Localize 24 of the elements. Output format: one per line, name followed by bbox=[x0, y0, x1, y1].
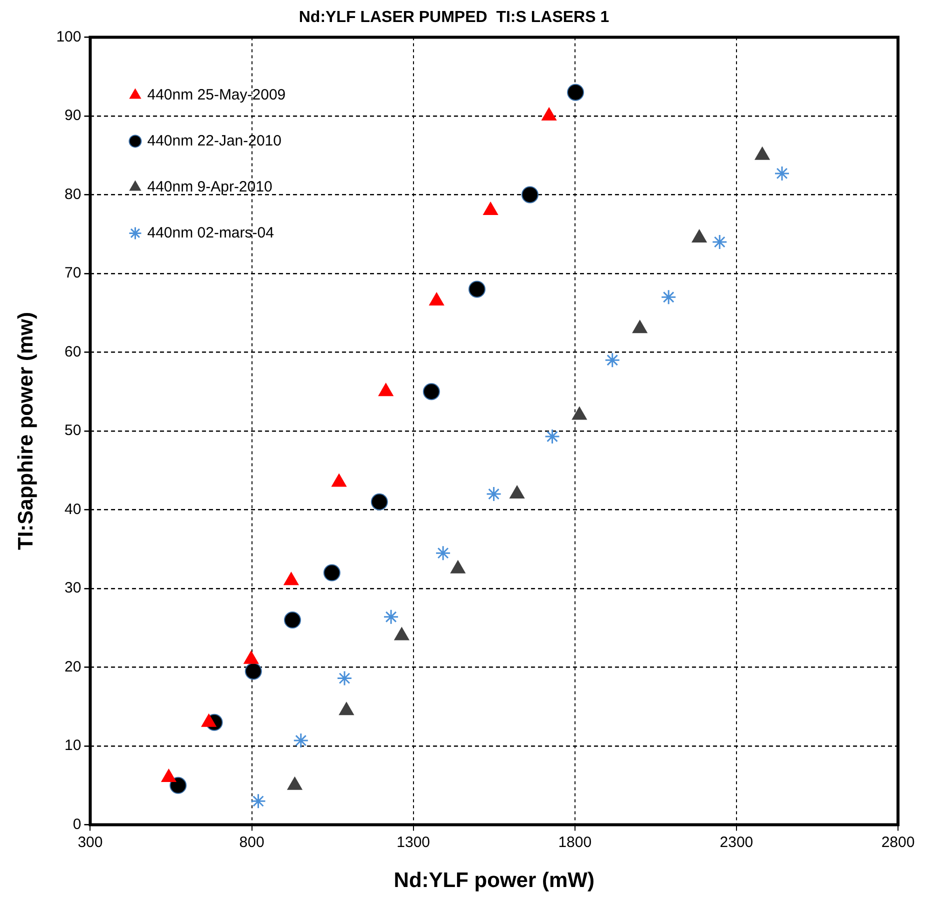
y-tick-label: 70 bbox=[64, 264, 82, 282]
y-tick-label: 50 bbox=[64, 422, 82, 440]
legend-label: 440nm 25-May-2009 bbox=[147, 86, 286, 104]
y-tick-label: 10 bbox=[64, 737, 82, 754]
x-tick-label: 2800 bbox=[881, 834, 915, 851]
y-tick-label: 0 bbox=[72, 816, 82, 833]
legend-label: 440nm 22-Jan-2010 bbox=[147, 132, 282, 150]
y-tick-label: 20 bbox=[64, 658, 82, 676]
x-tick-label: 1300 bbox=[396, 834, 430, 851]
y-axis-title: TI:Sapphire power (mw) bbox=[14, 312, 38, 550]
y-tick-label: 40 bbox=[64, 500, 82, 518]
x-tick-label: 800 bbox=[239, 834, 264, 851]
chart-title: Nd:YLF LASER PUMPED TI:S LASERS 1 bbox=[298, 9, 610, 26]
x-tick-label: 300 bbox=[78, 834, 103, 851]
x-axis-title: Nd:YLF power (mW) bbox=[394, 869, 594, 892]
x-tick-label: 2300 bbox=[720, 834, 754, 851]
y-tick-label: 90 bbox=[64, 107, 82, 124]
x-tick-label: 1800 bbox=[558, 834, 592, 851]
legend-label: 440nm 02-mars-04 bbox=[147, 224, 274, 242]
y-tick-label: 100 bbox=[56, 28, 82, 46]
y-tick-label: 80 bbox=[64, 186, 82, 203]
y-tick-label: 30 bbox=[64, 580, 82, 597]
y-tick-label: 60 bbox=[64, 343, 82, 360]
legend-label: 440nm 9-Apr-2010 bbox=[147, 178, 272, 196]
